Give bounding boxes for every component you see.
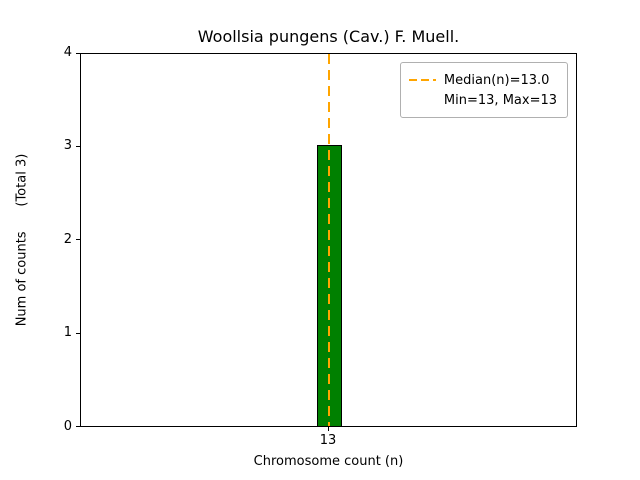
- median-dashed-line-handle: [408, 79, 436, 81]
- x-tick-label-13: 13: [319, 433, 337, 448]
- y-tick-mark-4: [76, 53, 80, 54]
- legend-row-median: Median(n)=13.0: [408, 70, 557, 90]
- plot-area: Median(n)=13.0 Min=13, Max=13: [80, 53, 577, 427]
- y-axis-label: Num of counts (Total 3): [14, 153, 30, 327]
- y-tick-mark-3: [76, 146, 80, 147]
- legend: Median(n)=13.0 Min=13, Max=13: [399, 62, 568, 118]
- legend-entry-minmax: Min=13, Max=13: [443, 92, 557, 108]
- y-tick-mark-0: [76, 426, 80, 427]
- y-tick-mark-1: [76, 333, 80, 334]
- y-tick-label-4: 4: [63, 45, 72, 60]
- y-tick-label-1: 1: [63, 325, 72, 340]
- chart-title: Woollsia pungens (Cav.) F. Muell.: [197, 27, 460, 46]
- median-line: [328, 54, 330, 426]
- x-axis-label: Chromosome count (n): [253, 454, 404, 469]
- x-tick-mark-13: [328, 427, 329, 431]
- y-tick-label-2: 2: [63, 232, 72, 247]
- y-tick-label-0: 0: [63, 419, 72, 434]
- y-tick-label-3: 3: [63, 138, 72, 153]
- legend-entry-median: Median(n)=13.0: [443, 72, 550, 88]
- legend-empty-handle: [409, 99, 436, 101]
- y-tick-mark-2: [76, 239, 80, 240]
- legend-row-minmax: Min=13, Max=13: [409, 90, 557, 110]
